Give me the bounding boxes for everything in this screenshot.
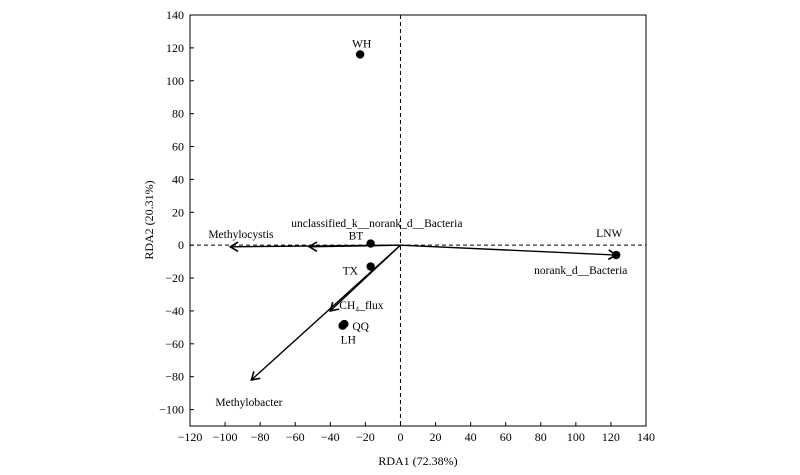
y-tick-label: 0 xyxy=(178,238,184,252)
y-tick-label: 120 xyxy=(166,41,184,55)
arrow-line xyxy=(400,244,617,256)
site-point xyxy=(366,239,375,248)
y-tick-label: 140 xyxy=(166,8,184,22)
site-point xyxy=(338,321,347,330)
arrow-head xyxy=(329,302,340,312)
y-tick-label: −80 xyxy=(165,370,184,384)
x-tick-label: 120 xyxy=(602,430,620,444)
y-tick-label: −40 xyxy=(165,304,184,318)
site-point xyxy=(366,262,375,271)
arrow-label: norank_d__Bacteria xyxy=(534,265,627,277)
x-tick-label: 0 xyxy=(397,430,403,444)
arrow-head xyxy=(307,241,318,253)
x-tick-label: 20 xyxy=(430,430,442,444)
arrow-label: CH₄_flux xyxy=(339,300,384,312)
arrows-layer: Methylocystis unclassified_k__norank_d__B… xyxy=(208,218,627,409)
y-tick-label: −60 xyxy=(165,337,184,351)
x-tick-label: −40 xyxy=(321,430,340,444)
y-tick-label: 20 xyxy=(172,205,184,219)
arrow-head xyxy=(228,241,239,253)
site-label: WH xyxy=(352,38,371,50)
y-tick-label: 60 xyxy=(172,140,184,154)
arrow-head xyxy=(250,371,261,381)
arrow-label: Methylocystis xyxy=(208,229,274,241)
x-tick-label: 80 xyxy=(535,430,547,444)
x-tick-label: −60 xyxy=(286,430,305,444)
zero-lines xyxy=(190,15,646,426)
arrow-line xyxy=(309,244,401,248)
x-tick-label: −20 xyxy=(356,430,375,444)
x-axis-title: RDA1 (72.38%) xyxy=(378,454,457,468)
x-tick-label: −80 xyxy=(251,430,270,444)
x-tick-label: −120 xyxy=(178,430,203,444)
y-tick-label: −100 xyxy=(159,403,184,417)
site-point xyxy=(355,50,365,59)
x-tick-label: 140 xyxy=(637,430,655,444)
x-tick-label: −100 xyxy=(213,430,238,444)
y-tick-label: −20 xyxy=(165,271,184,285)
ticks-layer: −120 −100 −80 −60 −40 −20 0 20 40 60 80 100 120 140 −1… xyxy=(159,8,655,444)
site-label: TX xyxy=(343,266,359,278)
plot-frame xyxy=(189,14,647,427)
site-label: LNW xyxy=(596,228,622,240)
x-tick-label: 60 xyxy=(500,430,512,444)
site-point xyxy=(611,250,621,260)
arrow-label: unclassified_k__norank_d__Bacteria xyxy=(291,218,462,230)
y-tick-label: 40 xyxy=(172,172,184,186)
y-tick-label: 80 xyxy=(172,107,184,121)
x-tick-label: 40 xyxy=(465,430,477,444)
x-tick-label: 100 xyxy=(567,430,585,444)
y-axis-title: RDA2 (20.31%) xyxy=(142,180,156,259)
site-label: BT xyxy=(349,231,364,243)
site-label: LH xyxy=(341,335,356,347)
arrow-label: Methylobacter xyxy=(215,397,282,409)
y-tick-label: 100 xyxy=(166,74,184,88)
sites-layer: WH BT TX QQ LH LNW xyxy=(338,38,623,347)
arrow-line xyxy=(250,244,401,381)
site-label: QQ xyxy=(352,321,369,333)
